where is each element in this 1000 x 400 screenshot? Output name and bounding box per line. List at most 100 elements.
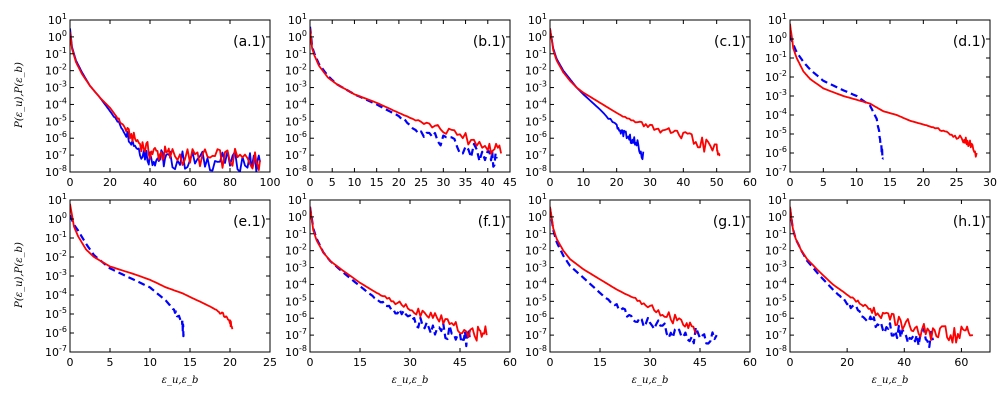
panel-label: (a.1) <box>233 34 266 50</box>
y-tick-label: 10-1 <box>285 46 307 61</box>
y-tick-label: 10-1 <box>525 226 547 241</box>
series-b-line <box>70 203 234 330</box>
y-tick-label: 10-3 <box>45 80 67 95</box>
y-tick-label: 10-2 <box>45 249 67 264</box>
x-tick-label: 30 <box>436 176 450 189</box>
x-tick-label: 30 <box>983 176 997 189</box>
series-b-line <box>310 206 488 342</box>
y-tick-label: 10-4 <box>285 96 307 111</box>
series-u-line <box>790 34 884 161</box>
y-tick-label: 10-6 <box>525 130 547 145</box>
y-tick-label: 10-8 <box>765 344 787 359</box>
y-tick-label: 100 <box>768 209 787 224</box>
y-axis-label-row-1: P(ε_u),P(ε_b) <box>14 62 25 129</box>
x-tick-label: 30 <box>643 356 657 369</box>
y-tick-label: 10-7 <box>285 147 307 162</box>
y-tick-label: 101 <box>288 192 307 207</box>
x-tick-label: 10 <box>347 176 361 189</box>
x-tick-label: 10 <box>850 176 864 189</box>
x-tick-label: 45 <box>503 176 517 189</box>
y-tick-label: 10-4 <box>765 276 787 291</box>
x-tick-label: 15 <box>183 356 197 369</box>
y-axis-label-row-2: P(ε_u),P(ε_b) <box>14 242 25 309</box>
y-tick-label: 10-8 <box>45 164 67 179</box>
x-axis-label-g: ε_u,ε_b <box>632 375 669 386</box>
x-tick-label: 0 <box>547 356 554 369</box>
panel-label: (d.1) <box>953 34 986 50</box>
y-tick-label: 10-7 <box>765 164 787 179</box>
y-tick-label: 10-1 <box>765 50 787 65</box>
x-axis-label-f: ε_u,ε_b <box>392 375 429 386</box>
x-tick-label: 5 <box>820 176 827 189</box>
series-b-line <box>790 206 974 344</box>
y-tick-label: 101 <box>528 192 547 207</box>
y-tick-label: 101 <box>768 12 787 27</box>
y-tick-label: 10-7 <box>45 147 67 162</box>
y-tick-label: 10-7 <box>285 327 307 342</box>
panel-e.1: 10-7 10-6 10-5 10-4 10-3 10-2 10-1 100 101 0 5 10 15… <box>45 192 277 369</box>
panel-label: (f.1) <box>478 214 506 230</box>
panel-g.1: 10-8 10-7 10-6 10-5 10-410-3 10-2 10-1 100 101 0 1… <box>525 192 757 369</box>
x-tick-label: 20 <box>392 176 406 189</box>
y-tick-label: 100 <box>48 29 67 44</box>
y-tick-label: 10-4 <box>765 107 787 122</box>
plot-frame <box>789 199 991 353</box>
y-tick-label: 10-6 <box>765 145 787 160</box>
y-tick-label: 100 <box>528 209 547 224</box>
series-b-line <box>790 23 978 158</box>
y-tick-label: 10-7 <box>765 327 787 342</box>
y-tick-label: 10-6 <box>45 325 67 340</box>
x-tick-label: 60 <box>503 356 517 369</box>
x-tick-label: 0 <box>547 176 554 189</box>
y-tick-label: 10-2 <box>285 63 307 78</box>
y-tick-label: 10-5 <box>765 126 787 141</box>
x-tick-label: 0 <box>787 356 794 369</box>
panel-b.1: 10-8 10-7 10-6 10-5 10-410-3 10-2 10-1 100 101 0 5… <box>285 12 517 189</box>
x-tick-label: 20 <box>840 356 854 369</box>
y-tick-label: 100 <box>48 211 67 226</box>
y-tick-label: 10-8 <box>525 344 547 359</box>
x-tick-label: 10 <box>576 176 590 189</box>
y-tick-label: 10-3 <box>765 88 787 103</box>
y-tick-label: 10-2 <box>45 63 67 78</box>
panel-label: (e.1) <box>233 214 266 230</box>
panel-h.1: 10-8 10-7 10-6 10-5 10-410-3 10-2 10-1 100 101 0 2… <box>765 192 991 369</box>
y-tick-label: 10-3 <box>525 260 547 275</box>
y-tick-label: 101 <box>528 12 547 27</box>
x-tick-label: 50 <box>710 176 724 189</box>
y-tick-label: 10-8 <box>525 164 547 179</box>
series-u-line <box>790 208 934 349</box>
y-tick-label: 10-4 <box>525 96 547 111</box>
series-b-line <box>550 28 721 157</box>
x-tick-label: 5 <box>107 356 114 369</box>
x-tick-label: 40 <box>676 176 690 189</box>
panel-f.1: 10-8 10-7 10-6 10-5 10-410-3 10-2 10-1 100 101 0 1… <box>285 192 517 369</box>
y-tick-label: 101 <box>48 12 67 27</box>
series-u-line <box>310 26 498 168</box>
y-tick-label: 10-7 <box>525 327 547 342</box>
x-tick-label: 25 <box>414 176 428 189</box>
x-tick-label: 100 <box>260 176 281 189</box>
y-tick-label: 10-6 <box>285 130 307 145</box>
x-tick-label: 15 <box>370 176 384 189</box>
plot-frame <box>69 19 271 173</box>
y-tick-label: 10-8 <box>285 164 307 179</box>
x-tick-label: 20 <box>610 176 624 189</box>
x-tick-label: 45 <box>693 356 707 369</box>
panel-label: (b.1) <box>473 34 506 50</box>
y-tick-label: 100 <box>528 29 547 44</box>
y-tick-label: 10-1 <box>45 230 67 245</box>
x-axis-label-h: ε_u,ε_b <box>872 375 909 386</box>
x-tick-label: 45 <box>453 356 467 369</box>
x-tick-label: 0 <box>67 356 74 369</box>
y-tick-label: 10-4 <box>45 96 67 111</box>
y-tick-label: 10-3 <box>285 80 307 95</box>
plot-frame <box>309 19 511 173</box>
x-tick-label: 15 <box>883 176 897 189</box>
x-tick-label: 20 <box>916 176 930 189</box>
x-tick-label: 25 <box>263 356 277 369</box>
y-tick-label: 10-3 <box>45 268 67 283</box>
y-tick-label: 10-1 <box>525 46 547 61</box>
